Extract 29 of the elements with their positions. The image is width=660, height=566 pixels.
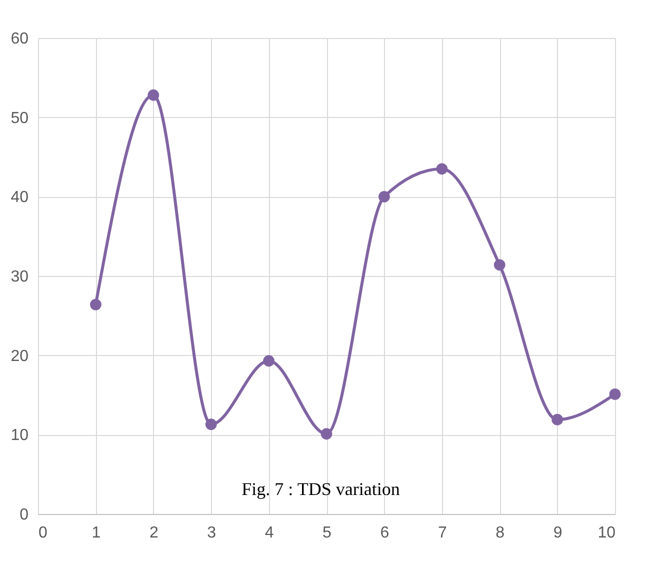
point [436,163,448,175]
x-tick-label: 2 [149,524,158,542]
point [263,355,274,367]
y-tick-label: 50 [10,110,29,127]
x-tick-label: 0 [38,524,48,542]
x-tick-label: 7 [438,524,447,542]
point [148,89,160,101]
x-tick-label: 5 [322,524,332,542]
x-tick-label: 9 [553,524,562,542]
y-tick-label: 60 [10,30,29,48]
x-tick-label: 10 [598,524,616,542]
y-tick-label: 20 [10,348,29,365]
x-tick-label: 4 [264,524,274,542]
point [90,298,102,310]
y-tick-label: 10 [10,427,29,444]
x-tick-label: 8 [496,524,505,542]
y-tick-label: 40 [10,189,29,206]
annotation: Fig. 7 : TDS variation [242,479,400,500]
x-tick-label: 6 [380,524,390,542]
x-tick-label: 3 [207,524,216,542]
y-tick-label: 30 [10,268,29,286]
point [609,388,621,400]
point [552,414,563,426]
point [494,259,506,271]
point [320,428,332,440]
x-tick-label: 1 [92,524,101,542]
point [378,190,390,202]
point [205,418,217,430]
y-tick-label: 0 [20,506,29,524]
